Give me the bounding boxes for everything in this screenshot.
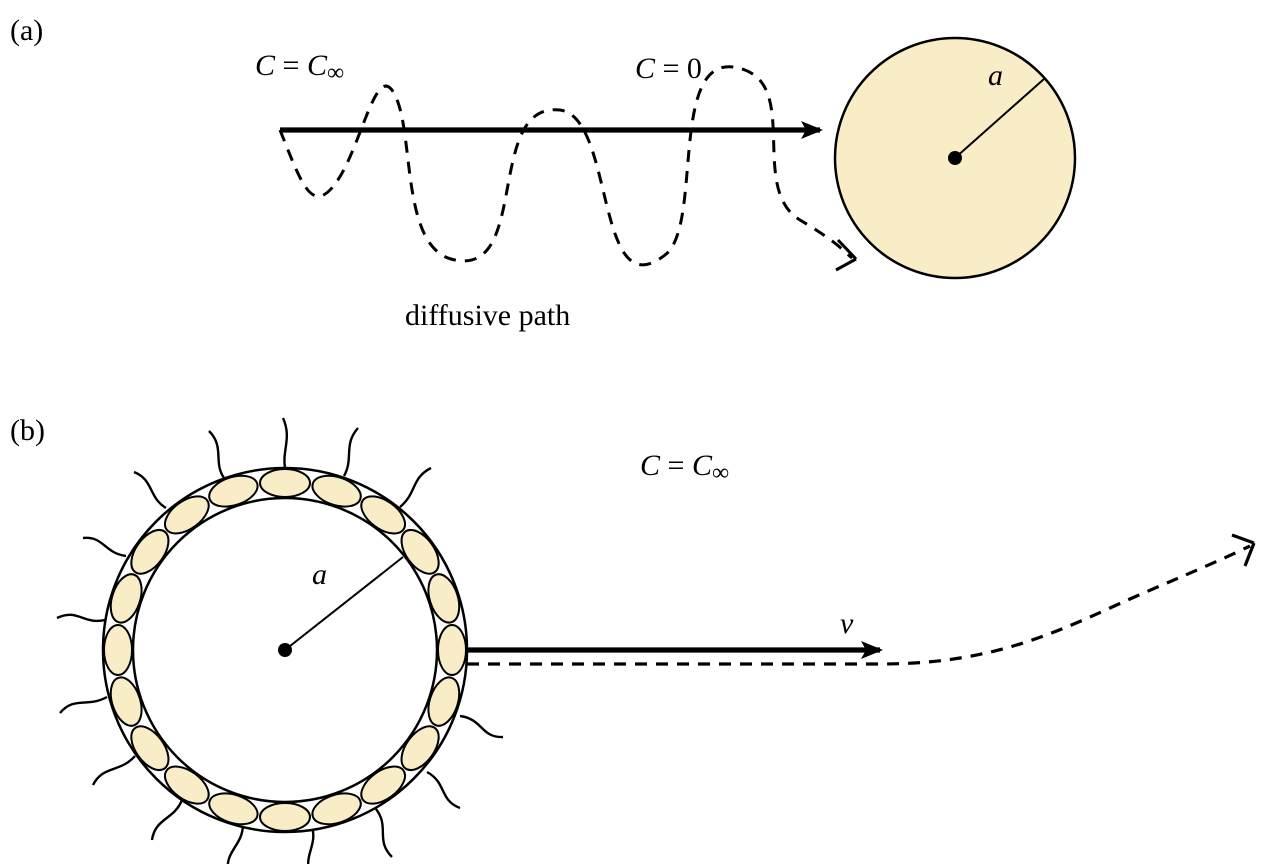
c-infinity-label-b: C = C∞ (640, 449, 729, 486)
cell-ellipse (438, 625, 466, 675)
diffusive-path-label: diffusive path (405, 299, 570, 332)
panel-a: (a) C = C∞ C = 0 a diffusive path (10, 14, 1075, 332)
cilium (60, 697, 107, 713)
cell-ellipse (260, 803, 310, 831)
cilium (209, 431, 224, 478)
cilium (400, 468, 431, 507)
cilium (57, 615, 105, 621)
cilium (427, 772, 460, 808)
cilium (134, 472, 166, 508)
panel-a-tag: (a) (10, 14, 43, 47)
cilium (308, 826, 313, 864)
cilium (93, 756, 135, 785)
radius-label-b: a (312, 558, 327, 591)
cilium (83, 538, 126, 556)
diffusive-path (280, 67, 852, 265)
velocity-label: v (840, 607, 854, 640)
c-zero-label: C = 0 (635, 52, 702, 85)
swimming-path (467, 546, 1250, 664)
cilium (283, 418, 287, 468)
cilium (344, 428, 358, 476)
cilium (376, 809, 392, 857)
cilium (228, 824, 243, 864)
panel-b: (b) C = C∞ a v (10, 414, 1254, 864)
c-infinity-label-a: C = C∞ (255, 49, 344, 86)
cell-ellipse (260, 469, 310, 497)
figure-svg: (a) C = C∞ C = 0 a diffusive path (b) (0, 0, 1280, 864)
panel-b-tag: (b) (10, 414, 45, 447)
swimming-path-arrowhead (1232, 535, 1254, 566)
radius-label-a: a (988, 59, 1003, 92)
cilium (460, 716, 503, 737)
cell-ellipse (104, 625, 132, 675)
cilium (152, 800, 182, 840)
